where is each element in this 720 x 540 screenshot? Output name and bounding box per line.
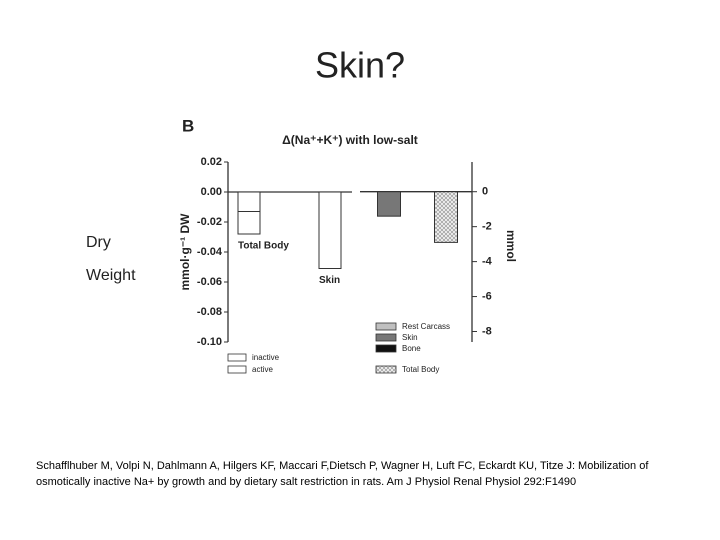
panel-label: B [182,116,194,135]
y-tick-label: -4 [482,256,493,268]
y-tick-label: -0.06 [197,276,222,288]
bar [434,191,458,243]
citation: Schafflhuber M, Volpi N, Dahlmann A, Hil… [36,460,649,488]
y-axis-label: mmol [504,230,518,262]
legend-swatch [375,333,397,342]
y-tick-label: 0.02 [201,156,222,168]
y-tick-label: 0.00 [201,186,222,198]
y-tick-label: -0.02 [197,216,222,228]
y-tick-label: 0 [482,186,488,198]
legend-label: Total Body [402,365,439,374]
y-tick-label: -0.10 [197,336,222,348]
bar [237,191,261,212]
side-label: Weight [86,267,136,284]
y-tick-label: -0.08 [197,306,222,318]
legend-swatch [375,365,397,374]
legend-swatch [375,344,397,353]
y-axis-label: mmol·g⁻¹ DW [178,213,192,291]
legend-label: inactive [252,353,280,362]
legend-label: Bone [402,344,421,353]
legend-swatch [375,322,397,331]
x-category-label: Total Body [238,241,289,252]
legend-swatch [227,365,247,374]
slide-title: Skin? [315,45,405,86]
bar [377,191,401,217]
y-tick-label: -0.04 [197,246,223,258]
y-tick-label: -2 [482,221,492,233]
bar [318,191,342,269]
y-tick-label: -6 [482,290,492,302]
x-category-label: Skin [319,275,340,286]
chart-title: Δ(Na⁺+K⁺) with low-salt [282,133,418,147]
legend-swatch [227,353,247,362]
legend-label: active [252,365,273,374]
legend-label: Rest Carcass [402,322,450,331]
legend-label: Skin [402,333,418,342]
y-tick-label: -8 [482,325,492,337]
bar [237,211,261,235]
side-label: Dry [86,234,111,251]
